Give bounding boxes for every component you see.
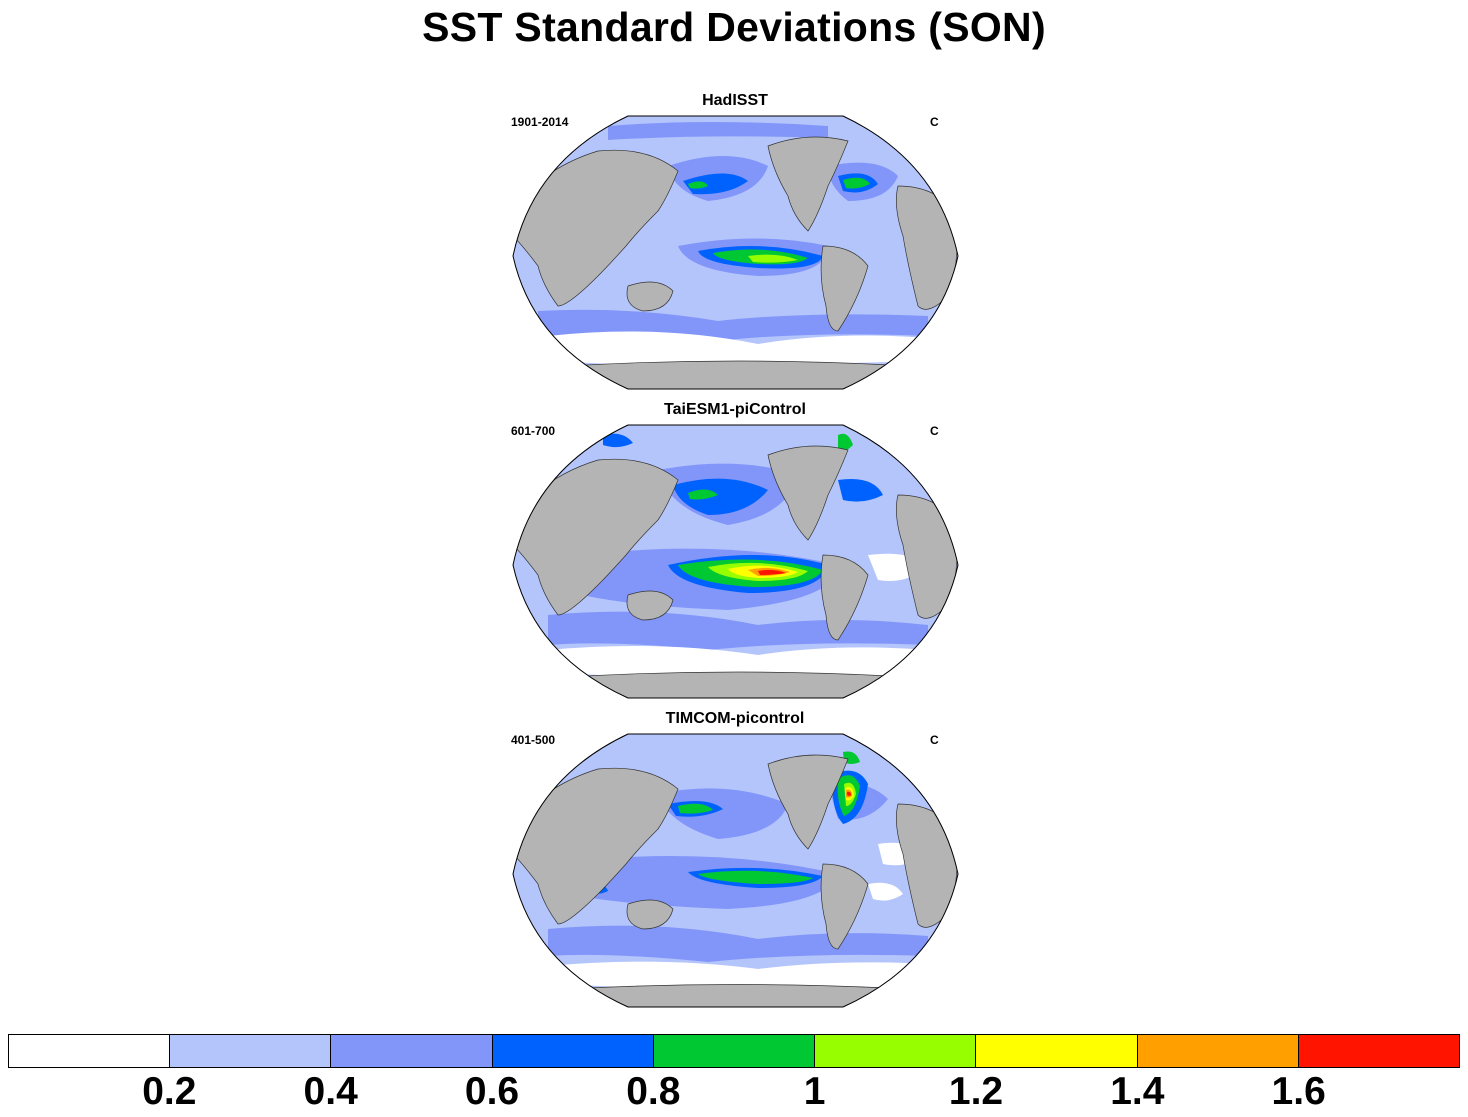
sst-contour-1.6 — [758, 569, 786, 575]
colorbar-tick-label: 0.2 — [142, 1070, 197, 1113]
colorbar-tick-label: 0.8 — [626, 1070, 681, 1113]
colorbar-swatch — [331, 1035, 493, 1067]
sst-map — [512, 424, 959, 699]
land-australia — [626, 590, 674, 621]
sst-contour-0.8 — [698, 870, 813, 884]
sst-contour-0.6 — [673, 478, 768, 515]
sst-contour-0.6 — [838, 479, 883, 502]
sst-contour-0.2 — [868, 882, 903, 901]
sst-contour-0.6 — [603, 433, 633, 448]
sst-contour-0.8 — [843, 177, 870, 189]
colorbar-tick-label: 1.2 — [948, 1070, 1004, 1113]
sst-contour-0.2 — [548, 646, 928, 680]
land-antarctica — [567, 671, 909, 698]
sst-contour-0.8 — [678, 803, 713, 814]
colorbar-swatch — [1137, 1035, 1299, 1067]
sst-contour-0.8 — [838, 433, 853, 452]
land-eurasia — [513, 767, 679, 925]
sst-contour-1.0 — [748, 254, 798, 263]
panel-timcom: TIMCOM-picontrol 401-500 C — [500, 710, 970, 1010]
panel-taiesm1: TaiESM1-piControl 601-700 C — [500, 401, 970, 701]
panel-period: 1901-2014 — [511, 115, 569, 129]
land-south-america — [820, 245, 869, 332]
panel-title: TaiESM1-piControl — [664, 401, 806, 418]
sst-contour-0.2 — [548, 961, 928, 991]
land-north-america — [767, 136, 849, 232]
panel-units: C — [930, 115, 939, 129]
sst-contour-0.8 — [688, 489, 718, 500]
sst-contour-0.2 — [548, 331, 928, 368]
sst-contour-0.4 — [658, 788, 788, 839]
colorbar-swatch — [492, 1035, 654, 1067]
panel-units: C — [930, 424, 939, 438]
colorbar-swatch — [815, 1035, 977, 1067]
colorbar-swatch — [9, 1035, 171, 1067]
colorbar-tick-label: 0.4 — [303, 1070, 358, 1113]
panel-period: 601-700 — [511, 424, 556, 438]
sst-map — [512, 115, 959, 390]
land-australia — [626, 899, 674, 930]
colorbar-tick-label: 0.6 — [464, 1070, 520, 1113]
colorbar-tick-label: 1.6 — [1271, 1070, 1326, 1113]
sst-contour-0.4 — [608, 122, 828, 140]
land-north-america — [767, 445, 849, 541]
panel-title: TIMCOM-picontrol — [665, 710, 805, 727]
land-eurasia — [513, 149, 679, 307]
land-north-america — [767, 754, 849, 850]
colorbar-tick-label: 1 — [803, 1070, 826, 1113]
sst-map — [512, 733, 959, 1008]
land-australia — [626, 281, 674, 312]
colorbar-swatch — [653, 1035, 816, 1067]
panel-units: C — [930, 733, 939, 747]
colorbar-swatch — [976, 1035, 1138, 1067]
land-antarctica — [567, 984, 909, 1007]
panel-period: 401-500 — [511, 733, 556, 747]
land-south-america — [820, 863, 869, 950]
land-antarctica — [567, 360, 909, 389]
sst-contour-1.6 — [847, 791, 851, 796]
panel-title: HadISST — [702, 92, 768, 109]
panel-hadisst: HadISST 1901-2014 C — [500, 92, 970, 392]
colorbar-swatch — [170, 1035, 332, 1067]
sst-contour-0.8 — [688, 181, 708, 189]
land-south-america — [820, 554, 869, 641]
colorbar — [8, 1034, 1460, 1068]
colorbar-labels: 0.2 0.4 0.6 0.8 1 1.2 1.4 1.6 — [0, 1070, 1468, 1114]
sst-contour-0.6 — [683, 173, 748, 195]
figure-title: SST Standard Deviations (SON) — [422, 4, 1046, 50]
colorbar-tick-label: 1.4 — [1110, 1070, 1165, 1113]
colorbar-swatch — [1298, 1035, 1459, 1067]
land-eurasia — [513, 458, 679, 616]
